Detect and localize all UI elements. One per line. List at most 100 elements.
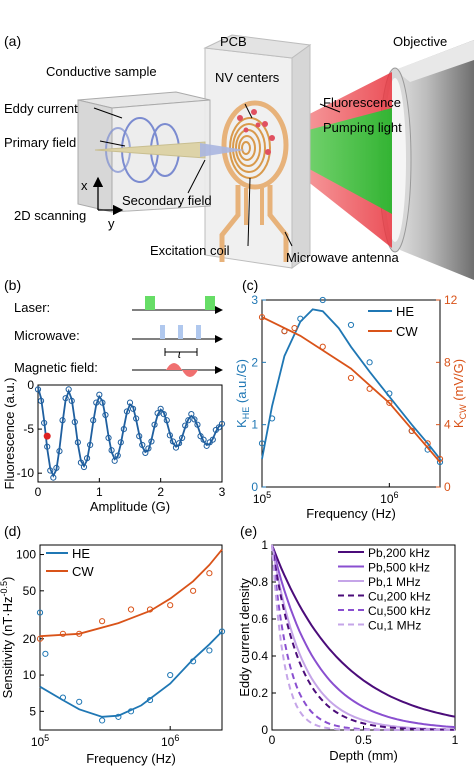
chart-b-data-point: [117, 439, 124, 446]
chart-b-data-point: [83, 455, 91, 462]
chart-c-ytick-left-label: 1: [251, 418, 258, 432]
chart-b-data-point: [41, 419, 48, 427]
chart-e-ytick-label: 0.6: [251, 612, 268, 626]
chart-c-point-he: [436, 458, 444, 466]
chart-b-data-point: [50, 474, 57, 481]
chart-b-data-point: [182, 422, 189, 429]
axis-x-label: x: [81, 178, 88, 193]
chart-c-point-cw: [258, 314, 266, 321]
chart-b-data-point: [114, 452, 121, 459]
chart-b-data-point: [80, 463, 88, 471]
chart-b-data-point: [148, 438, 155, 445]
chart-b-data-point: [154, 410, 161, 417]
chart-c-legend-label: HE: [396, 304, 414, 319]
leader-lines: [93, 103, 341, 247]
chart-b-data-point: [200, 436, 207, 443]
chart-b-data-point: [175, 440, 183, 447]
chart-d-ytick-label: 50: [23, 584, 37, 598]
chart-b-data-point: [87, 441, 94, 449]
chart-b-data-point: [194, 421, 201, 428]
chart-d-point-he: [190, 658, 197, 665]
panel-a: (a): [4, 33, 474, 280]
chart-e-xlabel: Depth (mm): [329, 748, 398, 763]
mw-pulse-3: [196, 325, 201, 339]
chart-b-data-point: [129, 405, 137, 412]
chart-e-curve: [271, 544, 456, 718]
chart-b-data-point: [215, 424, 223, 431]
chart-b-data-point: [218, 420, 226, 427]
chart-b-data-point: [139, 441, 146, 449]
chart-b-data-point: [172, 444, 180, 451]
chart-b-data-point: [197, 433, 204, 440]
chart-b-data-point: [37, 397, 45, 404]
seq-laser-label: Laser:: [14, 300, 50, 315]
chart-c-point-he: [297, 315, 304, 322]
nv-centers-label: NV centers: [215, 70, 280, 85]
chart-d-ylabel: Sensitivity (nT·Hz-0.5): [0, 577, 15, 699]
chart-b-frame: [37, 384, 223, 483]
primary-field-label: Primary field: [4, 135, 76, 150]
pcb-board: [203, 34, 312, 269]
chart-b-data-point: [145, 445, 152, 452]
seq-magnetic-label: Magnetic field:: [14, 360, 98, 375]
chart-b-fit-line: [37, 387, 223, 478]
chart-d-xtick-label: 106: [161, 733, 179, 749]
chart-b-data-point: [160, 411, 167, 418]
axis-y-label: y: [108, 216, 115, 231]
chart-b-data-point: [74, 439, 81, 446]
sensitivity-chart: 105 106 5 10 20 50 100 Frequency (Hz) Sensitivit…: [0, 544, 226, 766]
laser-pulse-2: [205, 296, 215, 310]
chart-b-data-point: [151, 421, 158, 428]
chart-e-legend-label: Pb,1 MHz: [368, 575, 421, 589]
chart-c-ytick-left-label: 0: [251, 480, 258, 494]
chart-b-data-point: [142, 449, 149, 456]
scan-axes: [92, 176, 124, 216]
chart-e-ylabel: Eddy current density: [237, 578, 252, 697]
chart-b-data-point: [136, 433, 143, 440]
chart-c-point-cw: [408, 427, 415, 434]
objective-lens: [378, 40, 474, 280]
chart-d-point-cw: [36, 635, 44, 642]
chart-e-legend-label: Pb,200 kHz: [368, 546, 430, 560]
chart-e-xtick-label: 0.5: [355, 733, 372, 747]
chart-c-point-cw: [319, 343, 326, 350]
chart-b-data-point: [133, 415, 140, 422]
chart-d-point-he: [59, 694, 67, 701]
chart-d-legend-label: HE: [72, 546, 90, 561]
chart-b-data-point: [90, 417, 97, 424]
chart-d-xtick-label: 105: [31, 733, 49, 749]
chart-b-data-point: [44, 443, 51, 450]
chart-e-ytick-label: 0.8: [251, 575, 268, 589]
panel-c-letter: (c): [242, 277, 258, 293]
chart-d-point-he: [115, 713, 122, 720]
chart-c-xtick-label: 106: [380, 490, 398, 506]
chart-c-ytick-left-label: 2: [251, 355, 258, 369]
laser-pulse-1: [145, 296, 155, 310]
chart-d-point-cw: [76, 630, 83, 637]
chart-d-point-cw: [99, 618, 106, 625]
chart-b-data-point: [47, 467, 54, 474]
chart-b-data-point: [209, 436, 216, 443]
chart-c-ytick-right-label: 0: [444, 480, 451, 494]
chart-b-highlight-point: [43, 432, 51, 440]
chart-c-point-cw: [366, 385, 373, 392]
chart-e-legend-label: Pb,500 kHz: [368, 561, 430, 575]
chart-c-point-cw: [291, 324, 298, 332]
chart-b-data-point: [77, 459, 85, 466]
chart-b-data-point: [65, 386, 72, 393]
chart-c-xtick-label: 105: [253, 490, 271, 506]
chart-d-ytick-label: 10: [23, 668, 37, 682]
chart-b-data-point: [123, 408, 131, 415]
pcb-label: PCB: [220, 34, 247, 49]
panel-d-letter: (d): [4, 523, 21, 539]
chart-d-point-he: [167, 671, 174, 679]
chart-b-ytick-label: -5: [23, 422, 34, 436]
chart-c-point-cw: [424, 440, 431, 447]
chart-c-point-he: [366, 359, 373, 366]
chart-b-xlabel: Amplitude (G): [90, 499, 170, 514]
chart-b-data-point: [59, 417, 66, 424]
tau-label: τ: [177, 347, 183, 361]
mw-pulse-2: [178, 325, 183, 339]
chart-b-data-point: [163, 417, 170, 424]
